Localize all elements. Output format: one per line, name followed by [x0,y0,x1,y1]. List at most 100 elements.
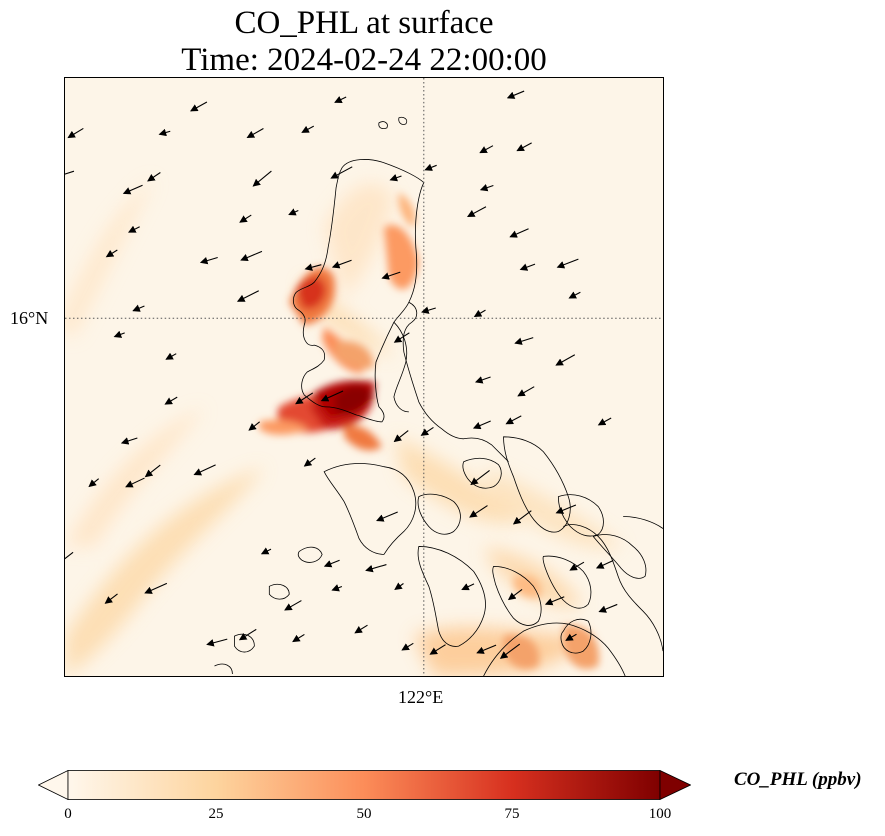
colorbar-label: CO_PHL (ppbv) [734,769,862,790]
wind-arrow [236,290,259,302]
wind-arrow [466,206,487,217]
wind-arrow [295,392,314,405]
wind-arrow [284,600,302,611]
wind-arrow [193,464,216,476]
wind-arrow [67,127,84,139]
wind-arrow [288,208,299,216]
colorbar-extend-low [38,770,69,800]
wind-arrow [429,644,446,655]
longitude-tick-label: 122°E [398,687,444,707]
wind-arrow [473,309,486,318]
wind-arrow [516,142,532,152]
wind-arrow [389,174,402,182]
wind-arrow [401,642,414,651]
colorbar [38,770,691,800]
colorbar-extend-high [659,770,691,800]
wind-arrow [517,386,535,397]
wind-arrow [144,582,168,594]
wind-arrow [565,633,577,641]
wind-arrow [421,306,436,314]
wind-arrow [394,582,404,591]
wind-arrow [354,624,368,634]
wind-arrow [461,583,475,591]
wind-arrow [165,352,177,360]
wind-arrow [556,258,579,269]
colorbar-tick-25: 25 [208,806,224,822]
wind-arrow [252,170,272,187]
wind-arrow [132,304,145,312]
wind-arrow [479,145,494,154]
wind-arrow [555,504,577,514]
wind-arrow [113,330,125,338]
latitude-tick-label: 16°N [10,308,49,328]
coastlines [214,116,663,676]
wind-arrow [597,417,612,426]
colorbar-tick-75: 75 [504,806,520,822]
wind-arrow [393,430,409,443]
wind-arrow [128,225,140,233]
wind-arrow [144,464,161,478]
wind-arrow [381,271,401,280]
wind-arrow [238,628,257,641]
wind-arrow [65,170,75,175]
wind-arrow [147,172,161,182]
wind-arrow [569,561,585,571]
wind-arrow [506,90,525,99]
wind-arrow [476,644,497,654]
wind-arrow [376,511,398,522]
map-title-line1: CO_PHL at surface [234,5,494,41]
wind-arrow [158,128,171,137]
wind-arrow [65,551,74,560]
colorbar-gradient [67,770,661,800]
wind-arrow [206,638,228,647]
wind-arrow [304,263,322,271]
co-concentration-field [65,177,624,676]
wind-arrow [424,163,437,171]
wind-arrow [331,584,343,592]
wind-arrow [260,547,272,555]
wind-arrow [472,420,491,430]
wind-arrow [240,250,263,262]
colorbar-tick-0: 0 [64,806,72,822]
wind-arrow [303,457,316,467]
wind-arrow [88,478,100,488]
wind-arrow [164,396,178,405]
colorbar-tick-50: 50 [356,806,372,822]
wind-arrow [246,128,264,139]
colorbar-tick-100: 100 [648,806,672,822]
wind-arrow [199,256,218,265]
wind-arrow [104,593,118,604]
wind-arrow [479,183,494,192]
wind-arrow [420,426,434,436]
wind-arrow [598,603,618,613]
wind-arrow [512,510,532,525]
wind-arrow [470,469,490,486]
lat-lon-gridlines [65,78,663,676]
wind-arrow [509,228,529,238]
wind-arrow [248,421,260,431]
wind-arrow [544,596,565,606]
wind-vector-field [65,90,618,659]
wind-arrow [505,415,522,425]
wind-arrow [334,96,347,103]
wind-arrow [301,125,315,133]
wind-arrow [365,564,387,573]
wind-arrow [239,214,252,223]
map-title-line2: Time: 2024-02-24 22:00:00 [181,42,547,78]
wind-arrow [469,505,488,518]
map-panel [64,77,664,677]
wind-arrow [514,337,534,345]
map-canvas [65,78,663,676]
wind-arrow [105,249,118,258]
wind-arrow [330,166,353,179]
wind-arrow [125,477,145,488]
wind-arrow [393,332,410,343]
wind-arrow [190,101,208,112]
wind-arrow [323,559,340,568]
wind-arrow [122,184,143,195]
wind-arrow [555,354,576,366]
wind-arrow [568,291,581,299]
wind-arrow [474,376,491,384]
wind-arrow [499,643,521,659]
wind-arrow [320,390,344,402]
